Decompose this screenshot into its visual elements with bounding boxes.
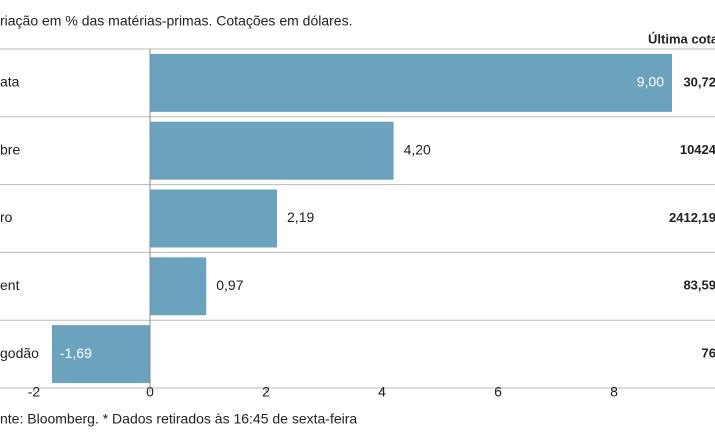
bar xyxy=(51,325,151,384)
x-tick-label: -2 xyxy=(28,384,41,400)
last-quote: 2412,19 xyxy=(669,210,715,225)
x-tick-label: 0 xyxy=(146,384,154,400)
x-tick-label: 8 xyxy=(610,384,618,400)
footer: nte: Bloomberg. * Dados retirados às 16:… xyxy=(0,411,357,427)
category-label: ro xyxy=(0,209,13,225)
category-label: ata xyxy=(0,74,20,90)
value-label: 0,97 xyxy=(216,277,243,293)
last-quote: 30,72 xyxy=(683,74,715,89)
bar xyxy=(150,189,278,248)
bar xyxy=(150,53,672,112)
value-label: 4,20 xyxy=(404,141,431,157)
last-quote: 83,59 xyxy=(683,278,715,293)
value-label: 2,19 xyxy=(287,209,314,225)
x-tick-label: 6 xyxy=(494,384,502,400)
bar xyxy=(150,121,394,180)
x-tick-label: 4 xyxy=(378,384,386,400)
value-label: 9,00 xyxy=(637,74,664,90)
column-header: Última cotaç xyxy=(648,31,715,46)
category-label: godão xyxy=(0,345,39,361)
value-label: -1,69 xyxy=(60,345,92,361)
category-label: ent xyxy=(0,277,20,293)
x-tick-label: 2 xyxy=(262,384,270,400)
chart-title: riação em % das matérias-primas. Cotaçõe… xyxy=(0,13,352,29)
last-quote: 10424 xyxy=(680,142,715,157)
last-quote: 76 xyxy=(702,346,715,361)
category-label: bre xyxy=(0,141,20,157)
bar xyxy=(150,257,207,316)
